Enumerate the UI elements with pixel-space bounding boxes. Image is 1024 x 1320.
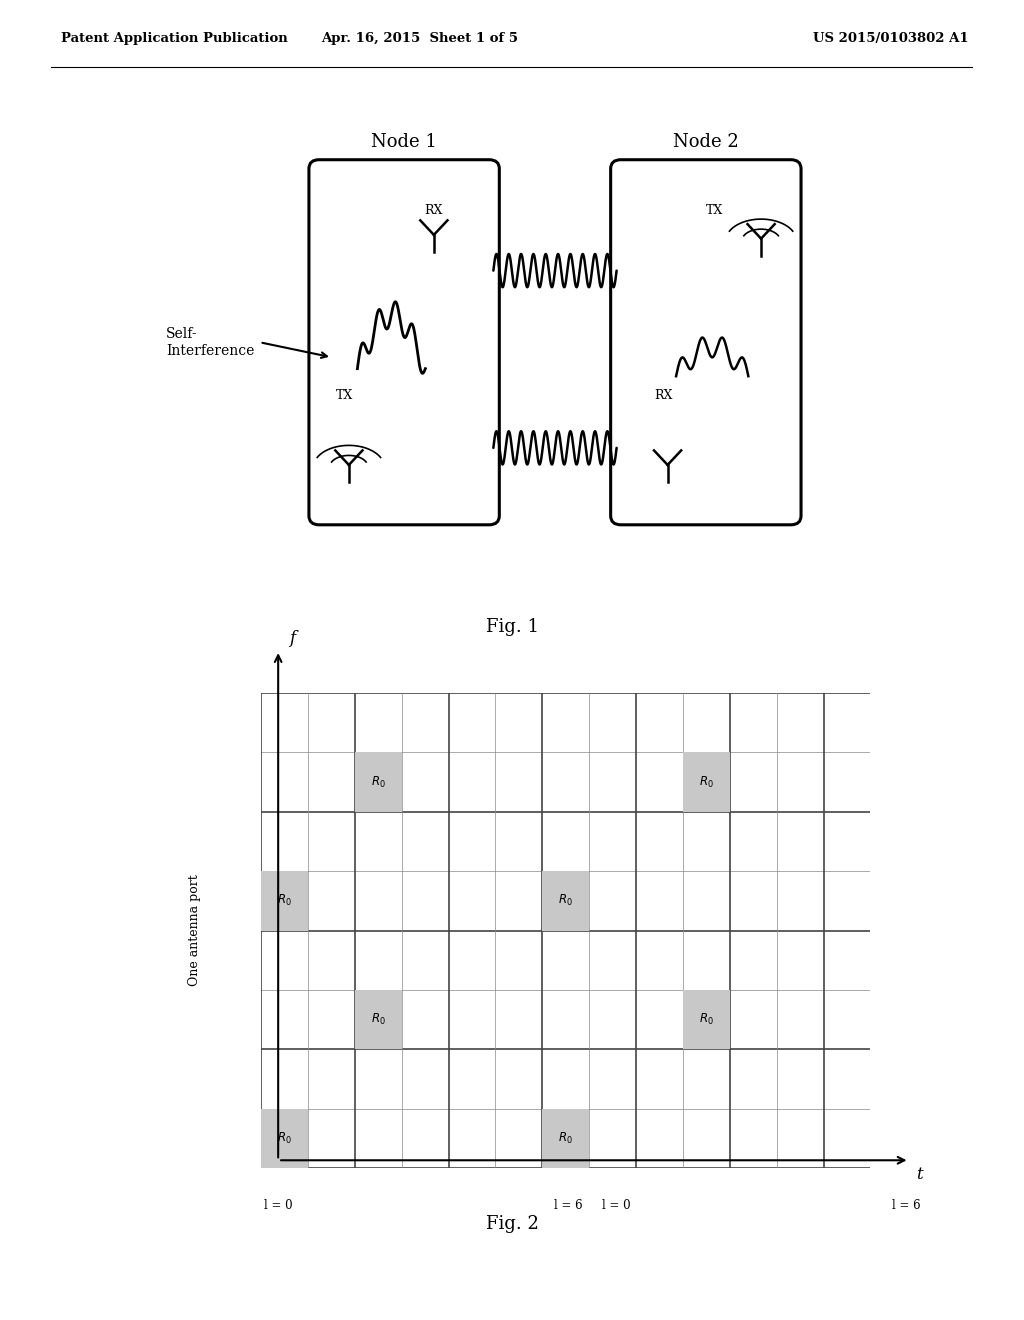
Text: $R_0$: $R_0$ bbox=[371, 1012, 386, 1027]
Text: t: t bbox=[916, 1166, 923, 1183]
Bar bbox=[261, 871, 308, 931]
Text: Node 2: Node 2 bbox=[673, 133, 738, 152]
Text: f: f bbox=[289, 631, 295, 648]
Text: Fig. 2: Fig. 2 bbox=[485, 1214, 539, 1233]
Text: RX: RX bbox=[654, 388, 673, 401]
Text: Fig. 1: Fig. 1 bbox=[485, 618, 539, 636]
FancyBboxPatch shape bbox=[610, 160, 801, 525]
Bar bbox=[543, 1109, 589, 1168]
Text: $R_0$: $R_0$ bbox=[699, 1012, 714, 1027]
Text: $R_0$: $R_0$ bbox=[699, 775, 714, 789]
Bar bbox=[261, 1109, 308, 1168]
Text: Node 1: Node 1 bbox=[371, 133, 437, 152]
Text: $R_0$: $R_0$ bbox=[278, 894, 292, 908]
Bar bbox=[355, 990, 401, 1049]
Text: $R_0$: $R_0$ bbox=[371, 775, 386, 789]
Text: US 2015/0103802 A1: US 2015/0103802 A1 bbox=[813, 32, 969, 45]
Text: $R_0$: $R_0$ bbox=[558, 894, 573, 908]
Text: l = 0: l = 0 bbox=[264, 1199, 293, 1212]
Text: Patent Application Publication: Patent Application Publication bbox=[61, 32, 288, 45]
Text: Self-
Interference: Self- Interference bbox=[166, 326, 255, 358]
Text: l = 0: l = 0 bbox=[602, 1199, 631, 1212]
Text: One antenna port: One antenna port bbox=[188, 875, 201, 986]
Bar bbox=[543, 871, 589, 931]
Text: l = 6: l = 6 bbox=[554, 1199, 583, 1212]
Bar bbox=[683, 990, 730, 1049]
Text: l = 6: l = 6 bbox=[892, 1199, 921, 1212]
Text: $R_0$: $R_0$ bbox=[558, 1131, 573, 1146]
Text: RX: RX bbox=[425, 203, 443, 216]
Text: $R_0$: $R_0$ bbox=[278, 1131, 292, 1146]
Bar bbox=[683, 752, 730, 812]
Text: TX: TX bbox=[336, 388, 353, 401]
Text: Apr. 16, 2015  Sheet 1 of 5: Apr. 16, 2015 Sheet 1 of 5 bbox=[322, 32, 518, 45]
Bar bbox=[355, 752, 401, 812]
FancyBboxPatch shape bbox=[309, 160, 500, 525]
Text: TX: TX bbox=[706, 203, 723, 216]
